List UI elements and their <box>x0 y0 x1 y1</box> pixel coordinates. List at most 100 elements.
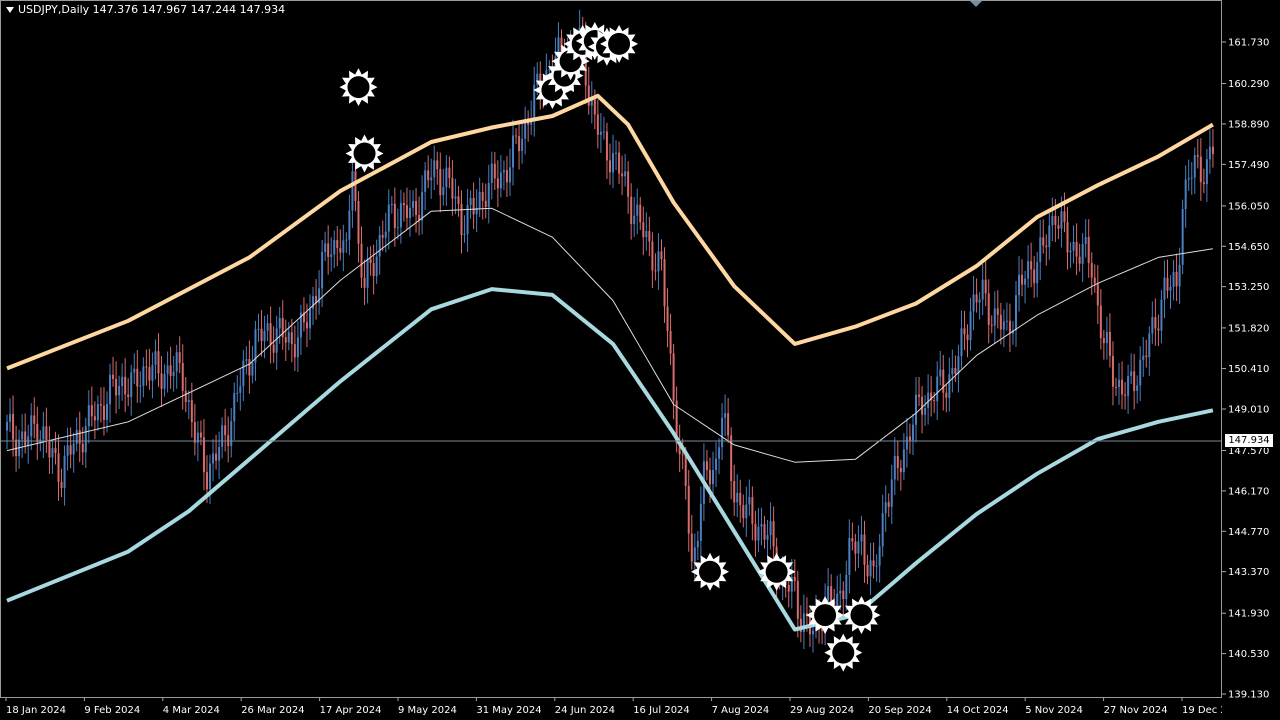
candle-body <box>318 288 321 304</box>
candle-body <box>366 258 369 288</box>
price-tick-label: 143.370 <box>1228 567 1269 578</box>
candle-body <box>166 365 169 375</box>
candle-body <box>1036 262 1039 284</box>
candle-body <box>151 364 154 381</box>
candle-body <box>457 196 460 205</box>
candle-body <box>842 590 845 600</box>
sun-center <box>353 142 376 165</box>
candle-body <box>57 453 60 483</box>
candle-body <box>848 538 851 575</box>
time-tick-label: 7 Aug 2024 <box>712 705 770 716</box>
candle-body <box>857 541 860 554</box>
candle-body <box>690 533 693 562</box>
candle-body <box>675 400 678 444</box>
candle-body <box>942 369 945 393</box>
candle-body <box>681 454 684 456</box>
candle-body <box>1057 224 1060 229</box>
candle-body <box>742 505 745 519</box>
candle-body <box>624 171 627 177</box>
candle-body <box>30 415 33 437</box>
candle-body <box>627 171 630 197</box>
candle-body <box>839 590 842 594</box>
candle-body <box>1130 371 1133 377</box>
candle-body <box>402 203 405 206</box>
candle-body <box>1093 277 1096 284</box>
candle-body <box>678 443 681 455</box>
candle-body <box>911 424 914 441</box>
candle-body <box>1136 385 1139 391</box>
candle-body <box>275 328 278 353</box>
candle-body <box>1160 299 1163 331</box>
candle-body <box>648 231 651 242</box>
candle-body <box>148 367 151 381</box>
candle-body <box>621 173 624 177</box>
candle-body <box>157 351 160 374</box>
candle-body <box>1148 333 1151 358</box>
candle-body <box>708 469 711 485</box>
candle-body <box>533 84 536 118</box>
candle-body <box>996 308 999 315</box>
candle-body <box>972 294 975 312</box>
time-axis[interactable]: 18 Jan 2024 9 Feb 2024 4 Mar 2024 26 Mar 20… <box>0 698 1222 720</box>
candle-body <box>357 201 360 244</box>
candle-body <box>875 565 878 567</box>
candle-body <box>63 455 66 488</box>
candle-body <box>754 523 757 541</box>
candle-body <box>90 405 93 417</box>
candle-body <box>127 394 130 398</box>
time-tick-label: 4 Mar 2024 <box>163 705 220 716</box>
candle-body <box>951 367 954 375</box>
candle-body <box>45 426 48 442</box>
candle-body <box>499 172 502 189</box>
candle-body <box>975 294 978 303</box>
candle-body <box>872 560 875 567</box>
candle-body <box>811 630 814 635</box>
candle-body <box>1196 155 1199 157</box>
candle-body <box>1021 274 1024 285</box>
candle-body <box>1127 376 1130 396</box>
candle-body <box>705 461 708 470</box>
candle-body <box>1099 305 1102 339</box>
sun-center <box>814 604 837 627</box>
candle-body <box>133 368 136 373</box>
candle-body <box>730 435 733 482</box>
candle-body <box>102 405 105 420</box>
candle-body <box>248 359 251 376</box>
candle-body <box>1081 243 1084 264</box>
dropdown-triangle-icon[interactable] <box>6 6 14 13</box>
candle-body <box>112 374 115 379</box>
candle-body <box>654 270 657 272</box>
candle-body <box>351 171 354 211</box>
candle-body <box>221 425 224 447</box>
candle-body <box>360 243 363 278</box>
candle-body <box>215 453 218 461</box>
candle-body <box>1087 236 1090 264</box>
price-axis[interactable]: 161.730 160.290 158.890 157.490 156.050 154.6… <box>1222 0 1280 698</box>
chart-area[interactable] <box>0 0 1222 698</box>
candle-body <box>660 251 663 260</box>
candle-body <box>557 37 560 57</box>
scroll-marker-icon <box>970 1 982 7</box>
price-chart[interactable] <box>1 1 1221 697</box>
candle-body <box>860 534 863 542</box>
candle-body <box>209 463 212 490</box>
candle-body <box>905 436 908 450</box>
candle-body <box>1024 278 1027 285</box>
candle-body <box>1172 271 1175 287</box>
candle-body <box>1014 295 1017 331</box>
candle-body <box>669 331 672 354</box>
candle-body <box>93 416 96 421</box>
candle-body <box>293 344 296 358</box>
candle-body <box>96 404 99 421</box>
candle-body <box>324 243 327 253</box>
candle-body <box>1190 177 1193 179</box>
candle-body <box>939 369 942 377</box>
candle-body <box>196 432 199 443</box>
candle-body <box>84 426 87 453</box>
candle-body <box>481 192 484 201</box>
candle-body <box>1011 330 1014 334</box>
candle-body <box>1208 146 1211 160</box>
candle-body <box>721 417 724 448</box>
candle-body <box>787 585 790 592</box>
candle-body <box>378 235 381 257</box>
